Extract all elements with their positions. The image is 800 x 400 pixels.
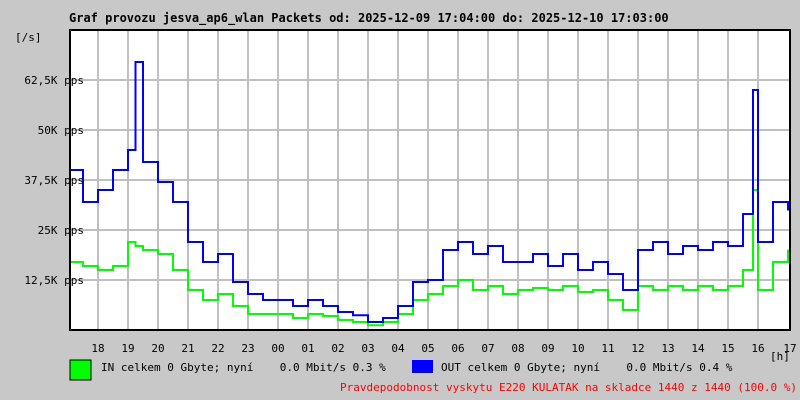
- x-tick-label: 09: [541, 342, 554, 355]
- x-tick-label: 23: [241, 342, 254, 355]
- y-tick-label: 50K pps: [38, 124, 84, 137]
- x-tick-label: 10: [571, 342, 584, 355]
- footer-note: Pravdepodobnost vyskytu E220 KULATAK na …: [340, 381, 797, 394]
- plot-frame: [69, 29, 791, 331]
- x-tick-label: 20: [151, 342, 164, 355]
- x-tick-label: 02: [331, 342, 344, 355]
- x-axis-unit: [h]: [770, 350, 790, 363]
- x-tick-label: 16: [751, 342, 764, 355]
- series-line-in: [70, 189, 789, 327]
- y-tick-label: 25K pps: [38, 224, 84, 237]
- chart-title: Graf provozu jesva_ap6_wlan Packets od: …: [69, 11, 669, 26]
- x-tick-label: 01: [301, 342, 314, 355]
- x-tick-label: 18: [91, 342, 104, 355]
- x-tick-label: 08: [511, 342, 524, 355]
- x-tick-label: 14: [691, 342, 705, 355]
- x-tick-label: 03: [361, 342, 374, 355]
- y-tick-label: 37,5K pps: [24, 174, 84, 187]
- legend-in-swatch: [69, 359, 92, 381]
- x-tick-label: 19: [121, 342, 134, 355]
- legend-out-text: OUT celkem 0 Gbyte; nyní 0.0 Mbit/s 0.4 …: [441, 361, 733, 374]
- x-tick-labels: 18 19 20 21 22 23 00 01 02 03 04 05 06 07 08 09 10 11 12 13…: [91, 342, 796, 355]
- x-tick-label: 05: [421, 342, 434, 355]
- x-tick-label: 00: [271, 342, 284, 355]
- x-tick-label: 06: [451, 342, 464, 355]
- grid: [70, 30, 790, 330]
- x-tick-label: 12: [631, 342, 644, 355]
- x-tick-label: 13: [661, 342, 674, 355]
- x-tick-label: 04: [391, 342, 405, 355]
- x-tick-label: 11: [601, 342, 614, 355]
- y-tick-labels: 12,5K pps 25K pps 37,5K pps 50K pps 62,5K pp…: [24, 74, 84, 287]
- y-tick-label: 62,5K pps: [24, 74, 84, 87]
- x-tick-label: 21: [181, 342, 194, 355]
- x-tick-label: 07: [481, 342, 494, 355]
- legend-in-text: IN celkem 0 Gbyte; nyní 0.0 Mbit/s 0.3 %: [101, 361, 386, 374]
- y-axis-unit: [/s]: [15, 31, 42, 44]
- y-tick-label: 12,5K pps: [24, 274, 84, 287]
- x-tick-label: 22: [211, 342, 224, 355]
- x-tick-label: 17: [783, 342, 796, 355]
- series-line-out: [70, 61, 789, 323]
- x-tick-label: 15: [721, 342, 734, 355]
- legend-out-swatch: [412, 360, 433, 373]
- series-group: [69, 61, 789, 327]
